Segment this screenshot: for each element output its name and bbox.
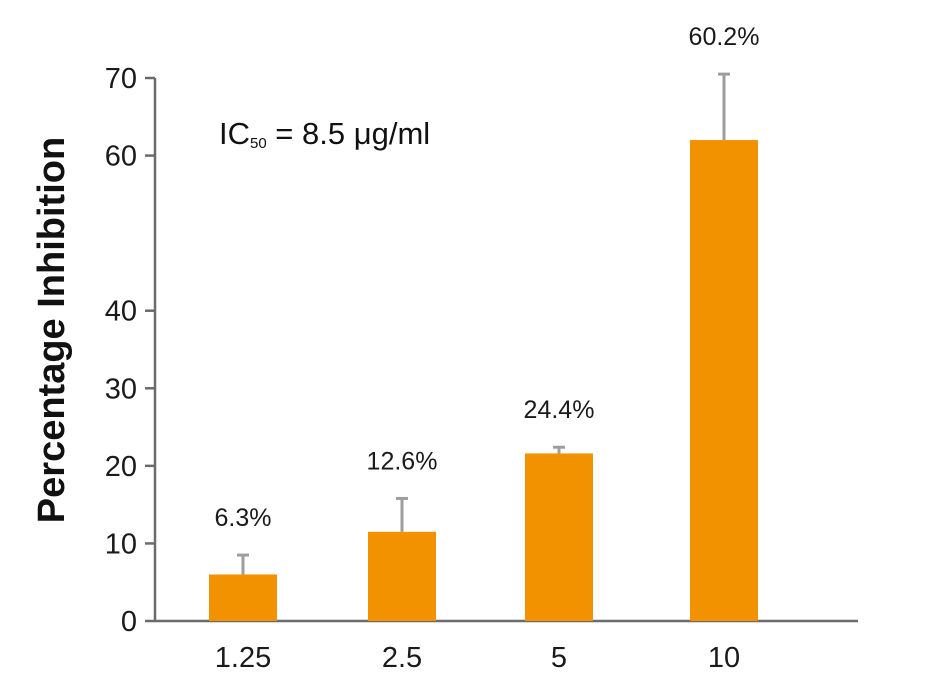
x-tick-label: 1.25 [215, 642, 271, 674]
ic50-annotation: IC50 = 8.5 μg/ml [219, 116, 430, 152]
data-labels: 6.3% 12.6% 24.4% 60.2% [215, 23, 760, 532]
data-label: 12.6% [367, 447, 438, 475]
y-tick-label: 0 [121, 606, 137, 638]
y-tick-label: 30 [105, 373, 137, 405]
data-label: 6.3% [215, 504, 272, 532]
y-tick-label: 70 [105, 63, 137, 95]
bars [209, 140, 758, 622]
x-tick-label: 2.5 [382, 642, 422, 674]
x-tick-label: 5 [551, 642, 567, 674]
ic50-annotation-subscript: 50 [250, 135, 267, 152]
bar-5 [525, 453, 593, 621]
data-label: 60.2% [689, 23, 760, 51]
ic50-annotation-main: IC [219, 116, 250, 151]
x-tick-labels: 1.25 2.5 5 10 [215, 642, 740, 674]
y-tick-label: 40 [105, 296, 137, 328]
bar-10 [690, 140, 758, 622]
y-tick-label: 60 [105, 141, 137, 173]
bar-1-25 [209, 574, 277, 621]
ic50-annotation-value: = 8.5 μg/ml [267, 116, 430, 151]
y-axis-label: Percentage Inhibition [31, 137, 73, 523]
y-tick-label: 20 [105, 451, 137, 483]
x-tick-label: 10 [708, 642, 740, 674]
bar-2-5 [368, 531, 436, 621]
y-tick-label: 10 [105, 528, 137, 560]
error-bars [237, 72, 730, 575]
y-ticks: 0 10 20 30 40 60 70 [105, 63, 155, 638]
data-label: 24.4% [524, 396, 595, 424]
